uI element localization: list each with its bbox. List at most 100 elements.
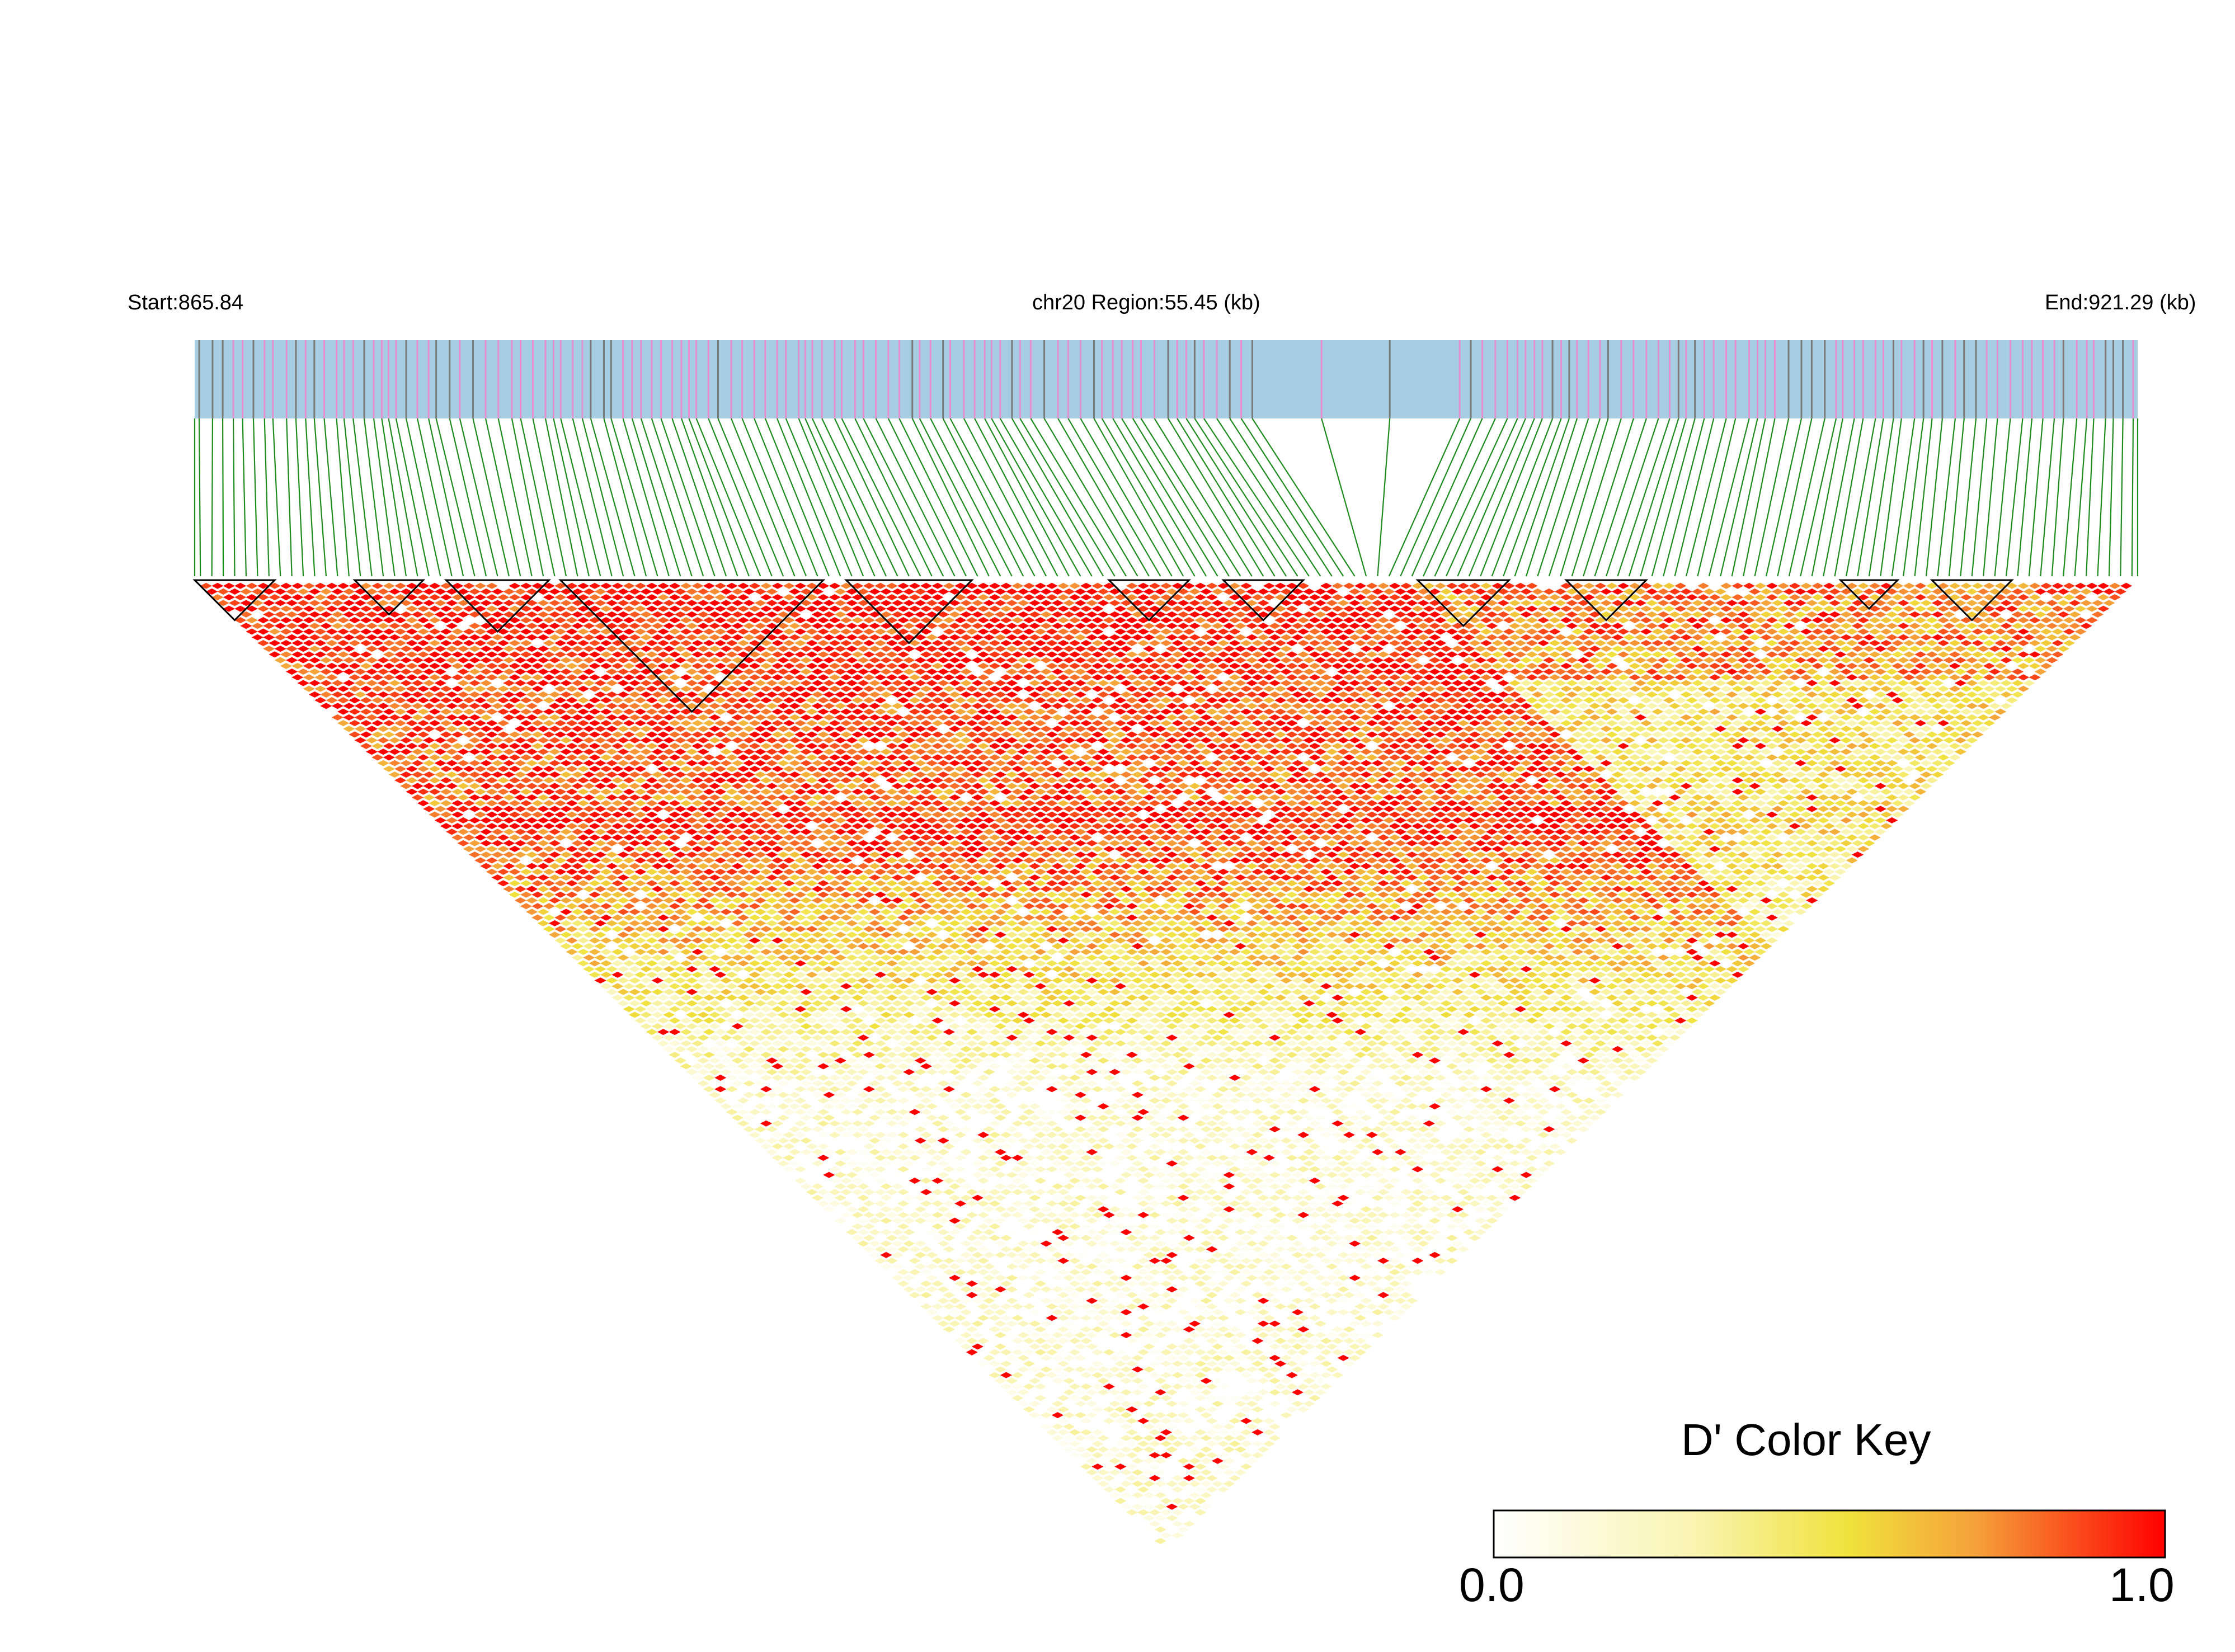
ld-cell: [1309, 1383, 1321, 1390]
ld-cell: [497, 708, 510, 715]
ld-cell: [720, 1034, 732, 1041]
ld-cell: [1200, 1435, 1212, 1442]
ld-cell: [783, 1074, 795, 1081]
ld-cell: [623, 880, 635, 887]
ld-cell: [554, 731, 567, 738]
ld-cell: [1074, 1343, 1086, 1350]
ld-cell: [800, 1103, 812, 1110]
ld-cell: [714, 823, 727, 830]
ld-cell: [463, 754, 475, 761]
ld-cell: [1274, 1395, 1287, 1401]
ld-cell: [1194, 1509, 1207, 1515]
ld-cell: [674, 840, 686, 846]
ld-cell: [674, 829, 686, 835]
ld-cell: [1034, 1315, 1047, 1321]
snp-connector-line: [1857, 418, 1884, 577]
ld-cell: [1229, 1292, 1241, 1298]
ld-cell: [663, 806, 675, 812]
ld-cell: [1051, 1137, 1064, 1144]
snp-track-background: [195, 340, 2138, 418]
ld-cell: [446, 783, 458, 789]
ld-cell: [829, 1143, 841, 1150]
ld-cell: [737, 937, 750, 944]
ld-cell: [623, 983, 635, 990]
ld-cell: [474, 845, 487, 853]
ld-cell: [548, 851, 561, 858]
ld-cell: [297, 611, 309, 618]
ld-cell: [874, 1258, 887, 1264]
ld-cell: [383, 662, 395, 669]
ld-cell: [697, 817, 709, 823]
ld-cell: [1206, 1383, 1218, 1390]
ld-cell: [1063, 1309, 1075, 1316]
snp-connector-line: [1093, 418, 1184, 577]
ld-cell: [1023, 1212, 1035, 1218]
ld-cell: [537, 829, 549, 835]
ld-cell: [1120, 1309, 1132, 1316]
ld-cell: [1149, 1509, 1161, 1515]
ld-cell: [1074, 1320, 1086, 1327]
ld-cell: [1160, 1315, 1173, 1321]
ld-cell: [829, 983, 841, 990]
ld-cell: [217, 588, 229, 595]
ld-cell: [806, 1109, 818, 1116]
ld-cell: [1086, 1331, 1098, 1339]
ld-cell: [777, 897, 789, 904]
ld-cell: [994, 1126, 1006, 1132]
ld-cell: [486, 754, 498, 761]
ld-cell: [383, 708, 395, 715]
ld-cell: [863, 926, 875, 933]
ld-cell: [1137, 1326, 1150, 1333]
ld-cell: [1023, 1292, 1035, 1298]
snp-connector-line: [1525, 418, 1578, 577]
ld-cell: [651, 806, 664, 812]
ld-cell: [1126, 1200, 1138, 1207]
ld-cell: [669, 777, 681, 784]
ld-cell: [800, 1046, 812, 1052]
ld-cell: [891, 1217, 904, 1224]
ld-cell: [1051, 1194, 1064, 1201]
ld-cell: [966, 1280, 978, 1287]
ld-cell: [846, 1057, 858, 1064]
ld-cell: [720, 977, 732, 984]
ld-cell: [1069, 1269, 1081, 1276]
ld-cell: [628, 886, 641, 892]
ld-cell: [1046, 1269, 1058, 1276]
ld-cell: [531, 891, 544, 898]
ld-cell: [1057, 1235, 1070, 1241]
ld-cell: [623, 662, 635, 669]
ld-cell: [583, 669, 595, 675]
ld-cell: [457, 714, 469, 721]
ld-cell: [954, 1338, 967, 1344]
ld-cell: [1034, 1086, 1047, 1093]
ld-cell: [1051, 1160, 1064, 1167]
ld-cell: [531, 605, 544, 612]
ld-cell: [663, 714, 675, 721]
ld-cell: [1177, 1309, 1189, 1316]
ld-cell: [954, 1223, 967, 1230]
ld-cell: [1154, 1331, 1166, 1339]
ld-cell: [754, 806, 766, 812]
ld-cell: [1028, 1297, 1041, 1304]
ld-cell: [628, 840, 641, 846]
ld-cell: [960, 1331, 972, 1339]
ld-cell: [960, 1103, 972, 1110]
ld-cell: [846, 931, 858, 938]
ld-cell: [777, 1057, 789, 1064]
ld-cell: [691, 926, 704, 933]
ld-cell: [651, 817, 664, 823]
ld-cell: [1103, 1189, 1115, 1196]
ld-cell: [669, 994, 681, 1001]
ld-cell: [914, 1286, 926, 1293]
ld-cell: [1268, 1389, 1281, 1396]
ld-cell: [611, 708, 624, 715]
ld-cell: [783, 1052, 795, 1058]
ld-cell: [611, 834, 624, 841]
ld-cell: [977, 1303, 990, 1310]
ld-cell: [989, 1338, 1001, 1344]
ld-cell: [840, 949, 853, 956]
ld-cell: [463, 823, 475, 830]
ld-cell: [1074, 1206, 1086, 1213]
ld-cell: [354, 600, 366, 606]
ld-cell: [691, 1017, 704, 1024]
